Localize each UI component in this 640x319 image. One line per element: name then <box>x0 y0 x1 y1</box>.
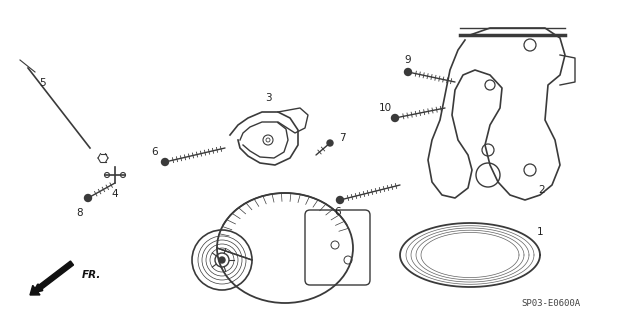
Text: 10: 10 <box>378 103 392 113</box>
Text: 7: 7 <box>339 133 346 143</box>
FancyArrow shape <box>30 261 74 295</box>
Text: SP03-E0600A: SP03-E0600A <box>521 299 580 308</box>
Text: 2: 2 <box>539 185 545 195</box>
Text: 5: 5 <box>38 78 45 88</box>
Text: 6: 6 <box>152 147 158 157</box>
Text: FR.: FR. <box>82 270 101 280</box>
Text: 9: 9 <box>404 55 412 65</box>
Circle shape <box>337 197 344 204</box>
Circle shape <box>392 115 399 122</box>
Circle shape <box>161 159 168 166</box>
Text: 3: 3 <box>265 93 271 103</box>
Text: 6: 6 <box>335 207 341 217</box>
Circle shape <box>219 257 225 263</box>
Circle shape <box>84 195 92 202</box>
Text: 8: 8 <box>77 208 83 218</box>
Text: 1: 1 <box>537 227 543 237</box>
Text: 4: 4 <box>112 189 118 199</box>
Circle shape <box>327 140 333 146</box>
Circle shape <box>404 69 412 76</box>
